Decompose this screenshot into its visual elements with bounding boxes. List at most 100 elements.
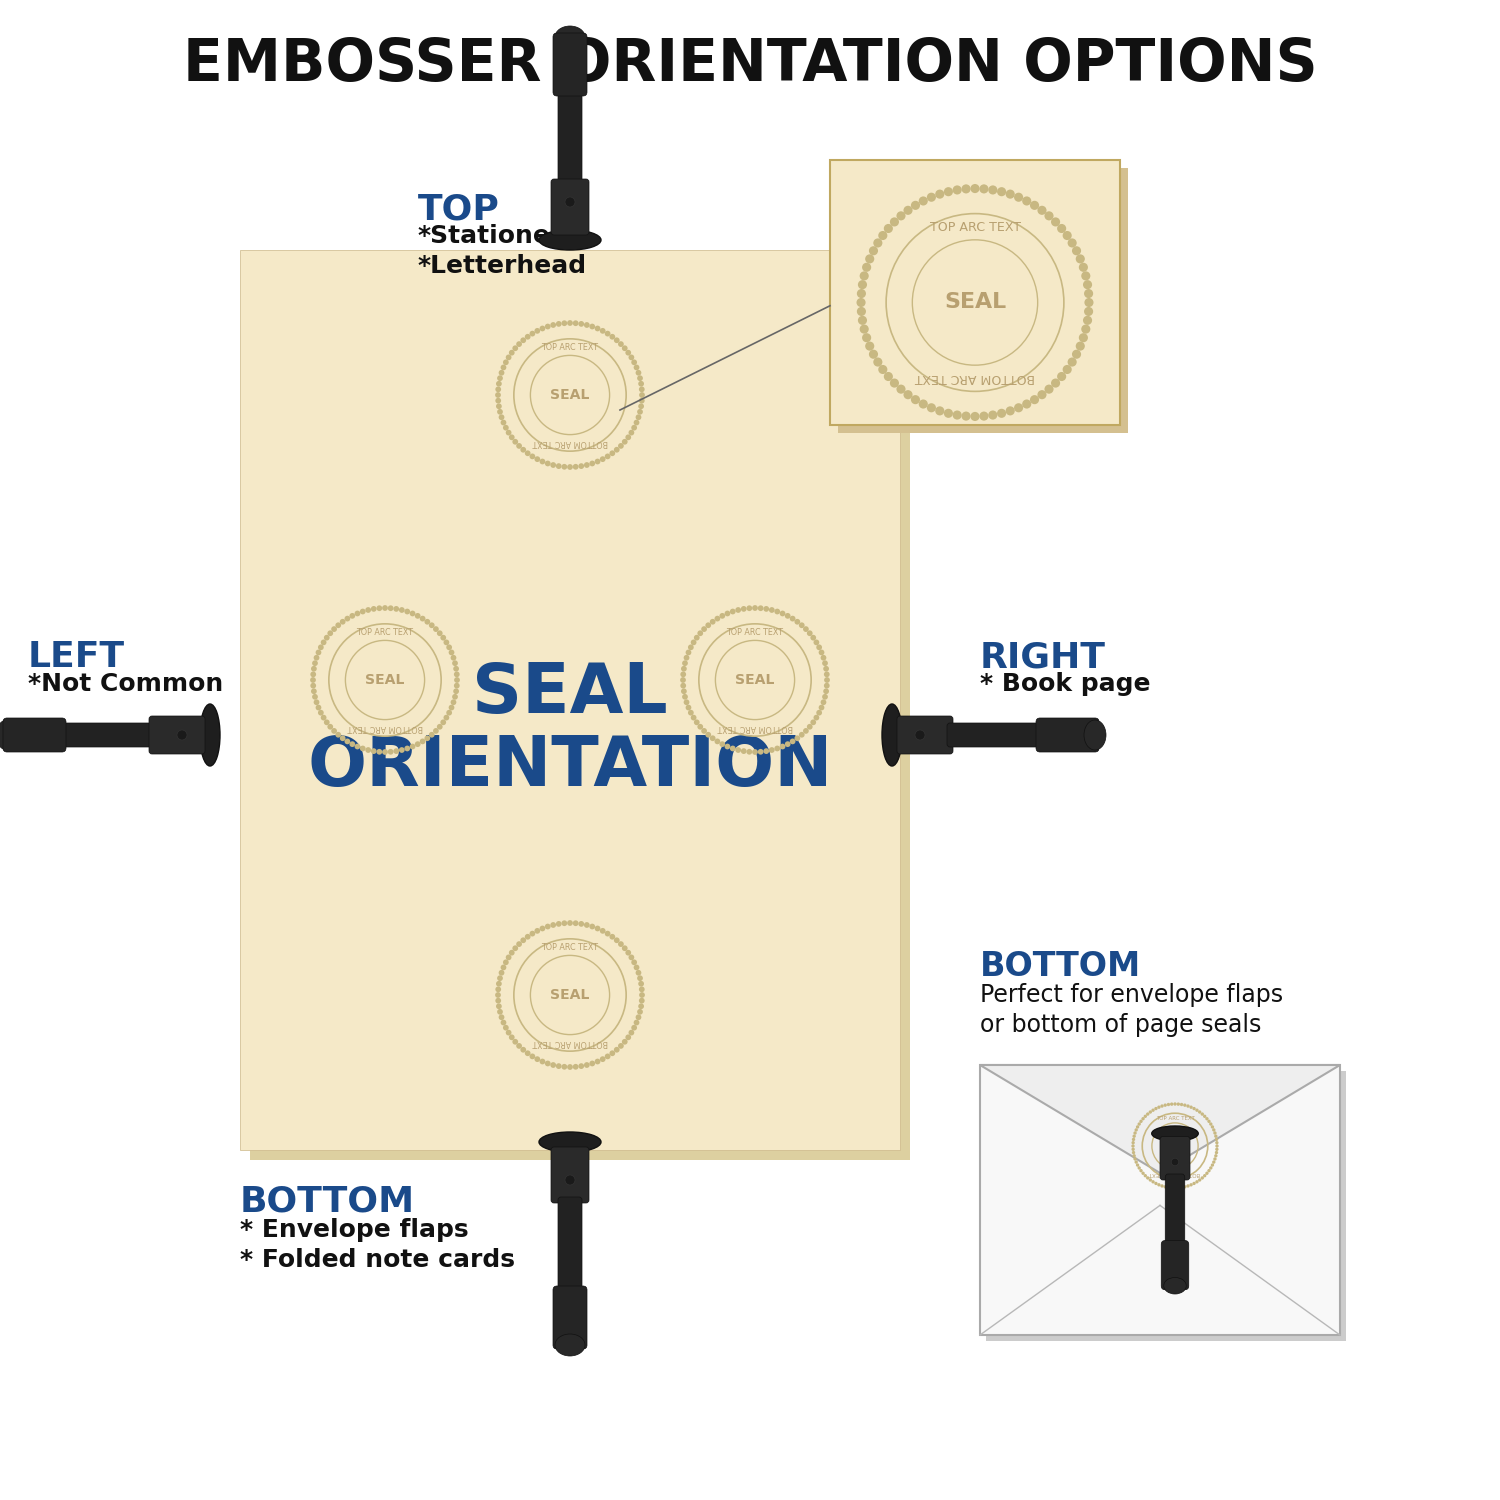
Circle shape	[336, 622, 340, 628]
Circle shape	[618, 1042, 624, 1048]
Circle shape	[447, 710, 452, 716]
Circle shape	[680, 676, 686, 682]
Circle shape	[824, 688, 830, 694]
Circle shape	[416, 741, 420, 747]
Circle shape	[501, 364, 507, 370]
Circle shape	[705, 622, 711, 628]
Circle shape	[865, 255, 874, 264]
Circle shape	[927, 192, 936, 202]
Text: SEAL: SEAL	[944, 292, 1006, 312]
Circle shape	[1134, 1128, 1138, 1131]
Circle shape	[1210, 1164, 1214, 1167]
Circle shape	[1146, 1113, 1149, 1116]
Circle shape	[1176, 1102, 1180, 1106]
Circle shape	[626, 950, 632, 956]
Circle shape	[1132, 1137, 1136, 1142]
Circle shape	[506, 1029, 512, 1035]
Circle shape	[802, 626, 808, 632]
Circle shape	[632, 424, 638, 430]
Circle shape	[318, 710, 324, 716]
Circle shape	[498, 370, 504, 375]
Circle shape	[1212, 1128, 1215, 1131]
Circle shape	[822, 660, 828, 666]
Circle shape	[550, 322, 556, 328]
Circle shape	[454, 672, 459, 676]
Circle shape	[784, 614, 790, 618]
Circle shape	[345, 738, 351, 744]
Circle shape	[1173, 1186, 1176, 1190]
Circle shape	[915, 730, 926, 740]
FancyBboxPatch shape	[3, 718, 66, 752]
Circle shape	[952, 186, 962, 195]
Circle shape	[312, 660, 318, 666]
Circle shape	[688, 645, 693, 650]
Circle shape	[498, 1014, 504, 1020]
Circle shape	[639, 387, 645, 392]
Circle shape	[501, 420, 507, 426]
Circle shape	[399, 608, 405, 613]
Circle shape	[530, 330, 536, 336]
Circle shape	[436, 724, 442, 729]
Circle shape	[859, 324, 868, 333]
Polygon shape	[980, 1065, 1340, 1173]
Circle shape	[686, 650, 692, 656]
Circle shape	[516, 940, 522, 946]
Circle shape	[694, 634, 699, 640]
Circle shape	[934, 189, 945, 198]
Circle shape	[681, 666, 687, 672]
Circle shape	[633, 1020, 639, 1026]
Circle shape	[604, 930, 610, 936]
Circle shape	[1072, 350, 1082, 358]
Circle shape	[1172, 1158, 1179, 1166]
Circle shape	[970, 413, 980, 422]
Circle shape	[873, 357, 882, 366]
Circle shape	[730, 746, 735, 752]
Circle shape	[1208, 1168, 1210, 1173]
Circle shape	[1052, 217, 1060, 226]
Circle shape	[321, 714, 327, 720]
Circle shape	[1084, 308, 1094, 316]
Circle shape	[584, 462, 590, 468]
Circle shape	[544, 924, 550, 930]
Text: Perfect for envelope flaps: Perfect for envelope flaps	[980, 982, 1282, 1006]
Circle shape	[690, 714, 696, 720]
Circle shape	[1203, 1174, 1206, 1178]
Circle shape	[340, 735, 345, 741]
Circle shape	[856, 290, 865, 298]
Circle shape	[1164, 1104, 1167, 1107]
Circle shape	[758, 748, 764, 754]
Circle shape	[700, 728, 706, 734]
Circle shape	[513, 1040, 517, 1044]
Circle shape	[1022, 196, 1032, 206]
Circle shape	[802, 728, 808, 734]
Circle shape	[1176, 1186, 1180, 1190]
Ellipse shape	[882, 704, 902, 766]
Text: BOTTOM ARC TEXT: BOTTOM ARC TEXT	[532, 438, 608, 447]
Circle shape	[1149, 1179, 1152, 1182]
Circle shape	[1170, 1186, 1173, 1190]
Circle shape	[1214, 1134, 1218, 1138]
Circle shape	[1214, 1158, 1216, 1161]
Circle shape	[501, 964, 507, 970]
Circle shape	[1200, 1176, 1204, 1179]
Circle shape	[724, 744, 730, 750]
Circle shape	[310, 676, 316, 682]
FancyBboxPatch shape	[1160, 1137, 1190, 1180]
Circle shape	[433, 626, 439, 632]
Circle shape	[1131, 1142, 1136, 1144]
Circle shape	[1184, 1185, 1186, 1188]
Circle shape	[424, 620, 430, 624]
Circle shape	[1140, 1168, 1143, 1173]
Circle shape	[638, 1004, 644, 1010]
Circle shape	[561, 1064, 567, 1070]
Circle shape	[509, 435, 515, 439]
FancyBboxPatch shape	[1036, 718, 1100, 752]
Circle shape	[868, 350, 877, 358]
Circle shape	[530, 1053, 536, 1059]
Circle shape	[503, 1024, 509, 1030]
Circle shape	[700, 626, 706, 632]
Circle shape	[604, 453, 610, 459]
Circle shape	[1134, 1161, 1138, 1164]
Circle shape	[724, 610, 730, 616]
Circle shape	[780, 744, 786, 750]
